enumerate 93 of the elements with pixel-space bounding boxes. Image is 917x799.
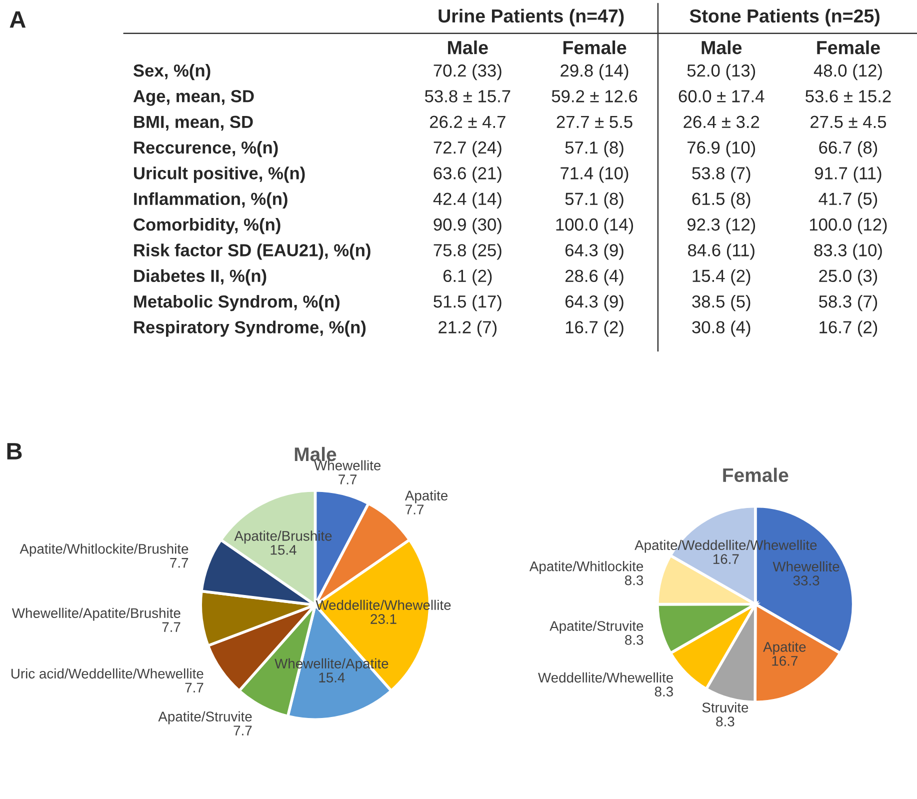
text: B	[7, 443, 22, 460]
category-label: Diabetes II, %(n)	[134, 269, 266, 286]
text: 42.4 (14)	[433, 192, 502, 208]
text: 25.0 (3)	[819, 269, 878, 286]
text: 16.7 (2)	[566, 320, 624, 337]
text: 100.0 (12)	[810, 218, 887, 234]
text: 52.0 (13)	[687, 64, 756, 80]
text: 66.7 (8)	[819, 140, 878, 158]
category-label: Male	[448, 40, 488, 54]
data-label: 33.3	[793, 576, 820, 586]
text: 27.5 ± 4.5	[810, 116, 886, 128]
text: Stone Patients (n=25)	[690, 8, 880, 26]
text: 92.3 (12)	[687, 218, 756, 234]
text: 53.8 (7)	[692, 166, 750, 183]
category-label: Risk factor SD (EAU21), %(n)	[134, 244, 370, 260]
text: 61.5 (8)	[692, 192, 750, 208]
text: 71.4 (10)	[560, 166, 628, 183]
data-label: 7.7	[185, 682, 204, 692]
data-label: 7.7	[162, 622, 180, 632]
data-label: 15.4	[319, 672, 345, 682]
data-label: 15.4	[270, 545, 296, 555]
text: 100.0 (14)	[556, 218, 634, 234]
text: 64.3 (9)	[565, 294, 624, 312]
slice-label: Weddellite/Whewellite	[538, 672, 673, 683]
text: 84.6 (11)	[688, 244, 754, 260]
text: 29.8 (14)	[560, 64, 628, 80]
text: 59.2 ± 12.6	[552, 90, 638, 102]
slice-label: Apatite/Struvite	[550, 620, 644, 634]
category-label: Inflammation, %(n)	[134, 192, 288, 208]
text: 53.6 ± 15.2	[806, 90, 891, 102]
category-label: Female	[817, 40, 880, 54]
slice-label: Struvite	[702, 702, 748, 712]
text: 26.4 ± 3.2	[684, 116, 760, 128]
text: 41.7 (5)	[818, 192, 878, 208]
slice-label: Apatite/Whitlockite/Brushite	[20, 544, 188, 557]
text: 26.2 ± 4.7	[430, 116, 506, 128]
text: 6.1 (2)	[443, 269, 492, 286]
category-label: Respiratory Syndrome, %(n)	[134, 320, 366, 337]
text: 57.1 (8)	[565, 140, 624, 158]
text: 48.0 (12)	[814, 64, 882, 80]
text: A	[10, 11, 26, 28]
data-label: 23.1	[370, 614, 396, 624]
text: 63.6 (21)	[434, 166, 502, 183]
category-label: Male	[702, 40, 742, 54]
text: 51.5 (17)	[434, 294, 502, 312]
category-label: Reccurence, %(n)	[134, 140, 278, 158]
text: 15.4 (2)	[692, 269, 750, 286]
data-label: 7.7	[170, 558, 188, 568]
category-label: BMI, mean, SD	[134, 116, 253, 131]
data-label: 8.3	[716, 716, 734, 726]
category-label: Comorbidity, %(n)	[134, 218, 280, 234]
data-label: 8.3	[625, 635, 644, 645]
text: 72.7 (24)	[434, 140, 502, 158]
data-label: 8.3	[624, 575, 644, 586]
category-label: Sex, %(n)	[133, 64, 210, 80]
text: 64.3 (9)	[565, 244, 624, 260]
data-label: 16.7	[713, 554, 739, 564]
data-label: 16.7	[772, 656, 798, 666]
text: 21.2 (7)	[438, 320, 497, 337]
text: 53.8 ± 15.7	[424, 90, 510, 102]
text: 30.8 (4)	[692, 320, 750, 337]
data-label: 7.7	[406, 504, 424, 514]
chart-title: Male	[294, 446, 336, 462]
slice-label: Apatite	[404, 490, 448, 504]
slice-label: Whewellite/Apatite/Brushite	[12, 608, 180, 621]
category-label: Female	[563, 40, 626, 54]
text: Urine Patients (n=47)	[438, 8, 624, 26]
slice-label: Whewellite	[772, 561, 840, 572]
slice-label: Apatite	[763, 642, 806, 655]
category-label: Uricult positive, %(n)	[134, 166, 305, 183]
text: 83.3 (10)	[814, 244, 882, 260]
text: 16.7 (2)	[820, 320, 878, 337]
text: 28.6 (4)	[565, 269, 624, 286]
slice-label: Whewellite	[314, 460, 381, 470]
text: 27.7 ± 5.5	[556, 116, 632, 128]
slice-label: Apatite/Whitlockite	[529, 561, 644, 574]
slice-label: Apatite/Struvite	[158, 711, 252, 724]
text: 60.0 ± 17.4	[678, 90, 764, 102]
text: 57.1 (8)	[565, 192, 624, 208]
data-label: 7.7	[234, 726, 252, 736]
chart-title: Female	[723, 468, 788, 482]
text: 58.3 (7)	[819, 294, 878, 312]
text: 90.9 (30)	[434, 218, 502, 234]
text: 91.7 (11)	[814, 166, 882, 183]
text: 76.9 (10)	[688, 140, 756, 158]
text: 70.2 (33)	[434, 64, 502, 80]
text: 75.8 (25)	[434, 244, 502, 260]
category-label: Age, mean, SD	[133, 90, 254, 106]
category-label: Metabolic Syndrom, %(n)	[134, 294, 340, 312]
text: 38.5 (5)	[692, 294, 750, 312]
data-label: 8.3	[654, 686, 673, 697]
data-label: 7.7	[338, 474, 357, 484]
slice-label: Uric acid/Weddellite/Whewellite	[11, 668, 204, 679]
